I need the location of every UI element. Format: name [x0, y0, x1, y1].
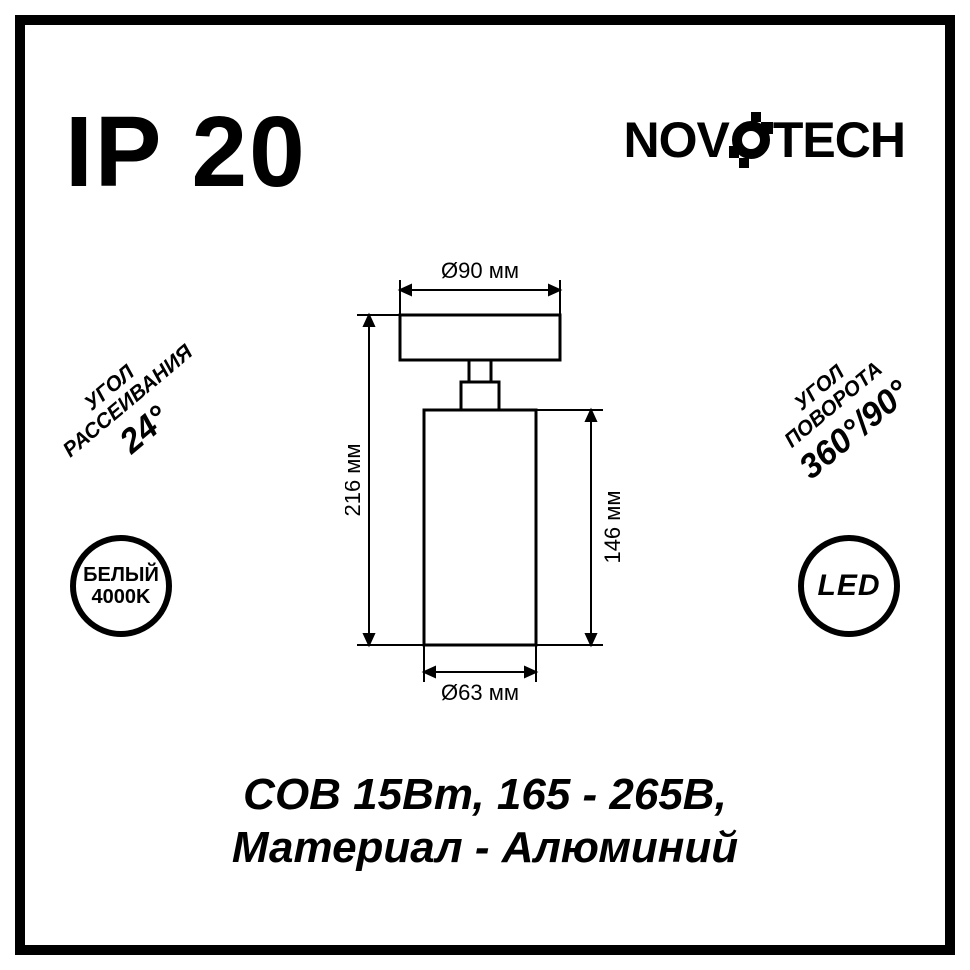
ip-rating: IP 20	[65, 95, 307, 210]
color-temp-badge: БЕЛЫЙ 4000K	[70, 535, 172, 637]
dim-bottom-diameter: Ø63 мм	[441, 680, 519, 705]
dim-top-diameter: Ø90 мм	[441, 260, 519, 283]
led-badge-text: LED	[818, 569, 881, 603]
rotation-angle: УГОЛ ПОВОРОТА 360°/90°	[755, 332, 925, 494]
bottom-specs: COB 15Вт, 165 - 265В, Материал - Алюмини…	[25, 769, 945, 875]
beam-angle: УГОЛ РАССЕИВАНИЯ 24°	[45, 332, 215, 494]
brand-logo: NOV TECH	[624, 110, 905, 170]
logo-text-left: NOV	[624, 111, 729, 169]
dim-total-height: 216 мм	[345, 443, 365, 516]
color-temp-line1: БЕЛЫЙ	[83, 565, 159, 585]
color-temp-line2: 4000K	[92, 587, 151, 607]
logo-mark-icon	[727, 110, 775, 170]
logo-text-right: TECH	[773, 111, 905, 169]
spec-card: IP 20 NOV TECH УГОЛ РАССЕИВАНИЯ 24° УГОЛ…	[15, 15, 955, 955]
technical-drawing: Ø90 мм Ø63 мм 216	[345, 260, 655, 735]
specs-line2: Материал - Алюминий	[25, 822, 945, 875]
dim-barrel-height: 146 мм	[600, 490, 625, 563]
specs-line1: COB 15Вт, 165 - 265В,	[25, 769, 945, 822]
led-badge: LED	[798, 535, 900, 637]
card-inner: IP 20 NOV TECH УГОЛ РАССЕИВАНИЯ 24° УГОЛ…	[25, 25, 945, 945]
